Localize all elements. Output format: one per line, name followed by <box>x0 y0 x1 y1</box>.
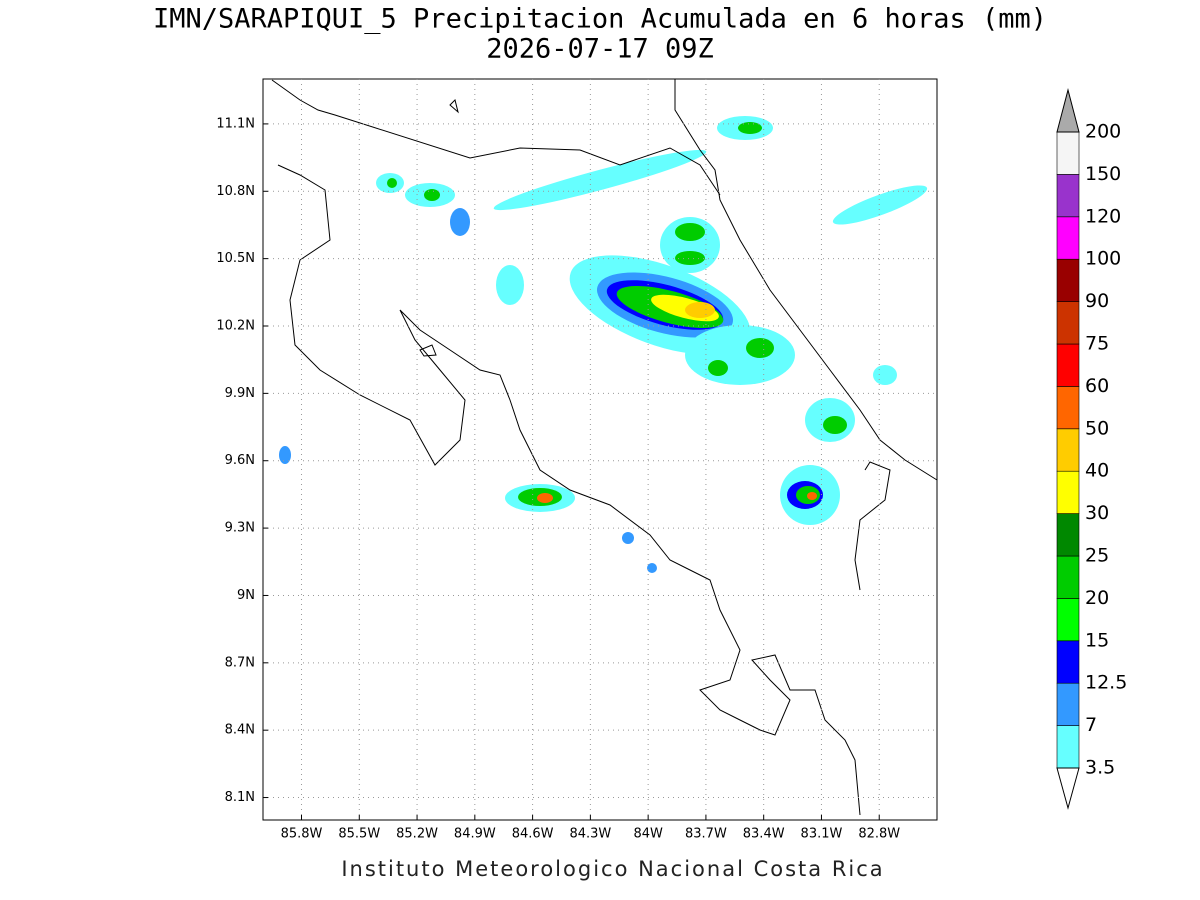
colorbar-label: 90 <box>1085 290 1109 312</box>
x-tick-label: 85.2W <box>396 827 438 842</box>
map-frame <box>262 78 938 821</box>
coastlines <box>271 79 938 816</box>
colorbar-label: 15 <box>1085 629 1109 651</box>
x-tick-label: 83.7W <box>685 827 727 842</box>
colorbar-segment <box>1056 216 1080 260</box>
y-tick-label: 9.6N <box>225 453 255 468</box>
colorbar-segment <box>1056 428 1080 472</box>
colorbar-label: 12.5 <box>1085 672 1127 694</box>
x-tick-label: 85.5W <box>338 827 380 842</box>
y-tick-label: 10.2N <box>216 319 255 334</box>
x-tick-label: 83.1W <box>801 827 843 842</box>
footer: Instituto Meteorologico Nacional Costa R… <box>341 857 884 881</box>
colorbar-segment <box>1056 131 1080 175</box>
y-tick-label: 8.7N <box>225 655 255 670</box>
x-tick-label: 84.3W <box>569 827 611 842</box>
x-tick-label: 83.4W <box>743 827 785 842</box>
colorbar-label: 40 <box>1085 460 1109 482</box>
colorbar-segment <box>1056 258 1080 302</box>
subtitle: 2026-07-17 09Z <box>486 34 714 65</box>
colorbar-label: 20 <box>1085 587 1109 609</box>
y-tick-label: 9N <box>237 588 255 603</box>
x-tick-label: 82.8W <box>858 827 900 842</box>
y-tick-label: 8.1N <box>225 790 255 805</box>
colorbar-segment <box>1056 174 1080 218</box>
colorbar-label: 60 <box>1085 375 1109 397</box>
colorbar-label: 75 <box>1085 333 1109 355</box>
colorbar-label: 7 <box>1085 714 1097 736</box>
colorbar-segment <box>1056 301 1080 345</box>
y-tick-label: 9.9N <box>225 386 255 401</box>
x-tick-label: 85.8W <box>281 827 323 842</box>
precipitation-field <box>279 116 928 573</box>
colorbar-extend-high <box>1056 88 1080 133</box>
colorbar-segment <box>1056 555 1080 599</box>
y-tick-label: 11.1N <box>216 116 255 131</box>
x-tick-label: 84.9W <box>454 827 496 842</box>
colorbar-segment <box>1056 470 1080 514</box>
y-tick-label: 10.8N <box>216 184 255 199</box>
colorbar-segment <box>1056 513 1080 557</box>
x-tick-label: 84W <box>633 827 663 842</box>
colorbar-segment <box>1056 343 1080 387</box>
colorbar-segment <box>1056 640 1080 684</box>
colorbar-label: 150 <box>1085 163 1121 185</box>
colorbar-label: 30 <box>1085 502 1109 524</box>
colorbar-segment <box>1056 682 1080 726</box>
colorbar-segment <box>1056 386 1080 430</box>
colorbar-extend-low <box>1056 767 1080 810</box>
y-tick-label: 9.3N <box>225 521 255 536</box>
colorbar-label: 25 <box>1085 545 1109 567</box>
y-tick-label: 10.5N <box>216 251 255 266</box>
colorbar-segment <box>1056 598 1080 642</box>
y-tick-label: 8.4N <box>225 723 255 738</box>
x-tick-label: 84.6W <box>512 827 554 842</box>
colorbar-label: 200 <box>1085 121 1121 143</box>
colorbar-label: 100 <box>1085 248 1121 270</box>
title: IMN/SARAPIQUI_5 Precipitacion Acumulada … <box>153 4 1047 35</box>
colorbar-label: 3.5 <box>1085 757 1115 779</box>
colorbar-segment <box>1056 725 1080 769</box>
colorbar-label: 120 <box>1085 205 1121 227</box>
colorbar-label: 50 <box>1085 417 1109 439</box>
